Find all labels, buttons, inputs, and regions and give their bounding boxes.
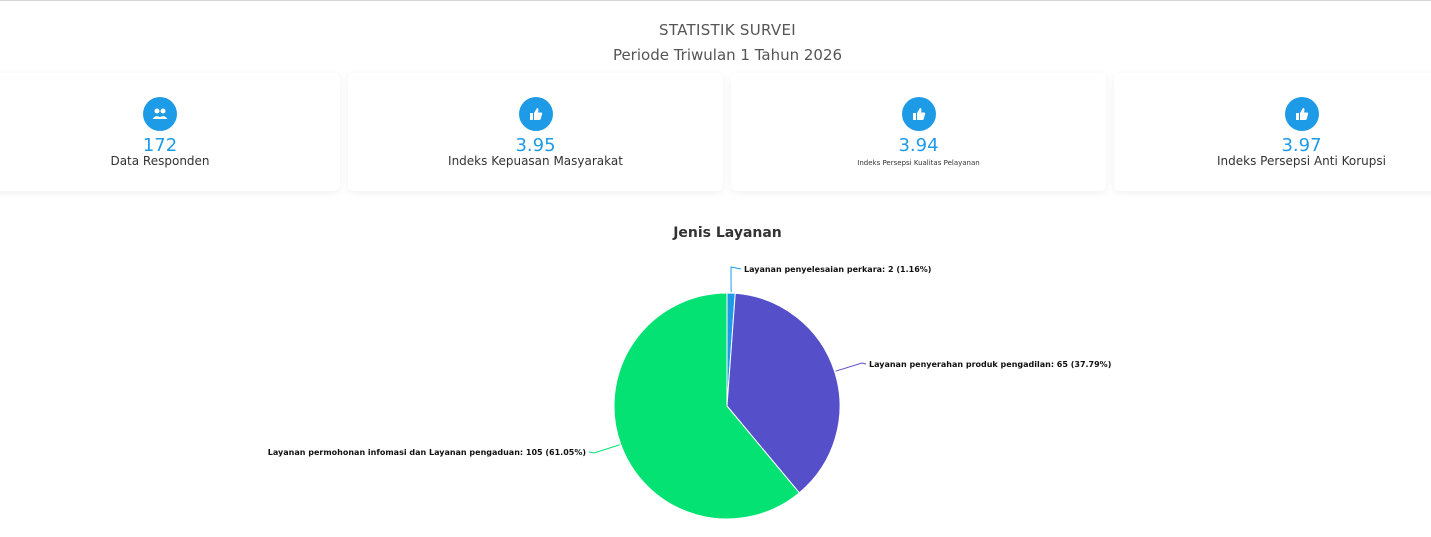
page-subtitle: Periode Triwulan 1 Tahun 2026 bbox=[612, 46, 843, 64]
pie-data-label: Layanan penyerahan produk pengadilan: 65… bbox=[869, 360, 1111, 369]
stat-card-ipkp: 3.94 Indeks Persepsi Kualitas Pelayanan bbox=[731, 73, 1106, 191]
users-icon bbox=[143, 97, 177, 131]
stat-value: 3.97 bbox=[1281, 135, 1322, 156]
stat-value: 3.95 bbox=[515, 135, 556, 156]
pie-data-label: Layanan penyelesaian perkara: 2 (1.16%) bbox=[744, 265, 931, 274]
stat-label: Indeks Kepuasan Masyarakat bbox=[448, 154, 623, 168]
stat-label: Indeks Persepsi Kualitas Pelayanan bbox=[857, 159, 980, 167]
pie-leader-line bbox=[588, 444, 620, 454]
thumbs-up-icon bbox=[518, 97, 553, 131]
stat-value: 3.94 bbox=[898, 135, 939, 156]
pie-leader-line bbox=[730, 266, 742, 293]
pie-slice[interactable] bbox=[613, 292, 800, 520]
pie-data-label: Layanan permohonan infomasi dan Layanan … bbox=[268, 448, 586, 457]
stat-card-responden: 172 Data Responden bbox=[0, 73, 340, 191]
page-title: STATISTIK SURVEI bbox=[659, 21, 796, 39]
stat-value: 172 bbox=[142, 135, 178, 156]
stat-label: Indeks Persepsi Anti Korupsi bbox=[1217, 154, 1386, 168]
thumbs-up-icon bbox=[901, 97, 936, 131]
pie-slice[interactable] bbox=[726, 292, 841, 494]
stat-card-ikm: 3.95 Indeks Kepuasan Masyarakat bbox=[348, 73, 723, 191]
pie-leader-line bbox=[835, 362, 867, 372]
thumbs-up-icon bbox=[1284, 97, 1319, 131]
stat-card-ipak: 3.97 Indeks Persepsi Anti Korupsi bbox=[1114, 73, 1431, 191]
chart-title: Jenis Layanan bbox=[673, 225, 782, 241]
stat-label: Data Responden bbox=[110, 154, 210, 168]
